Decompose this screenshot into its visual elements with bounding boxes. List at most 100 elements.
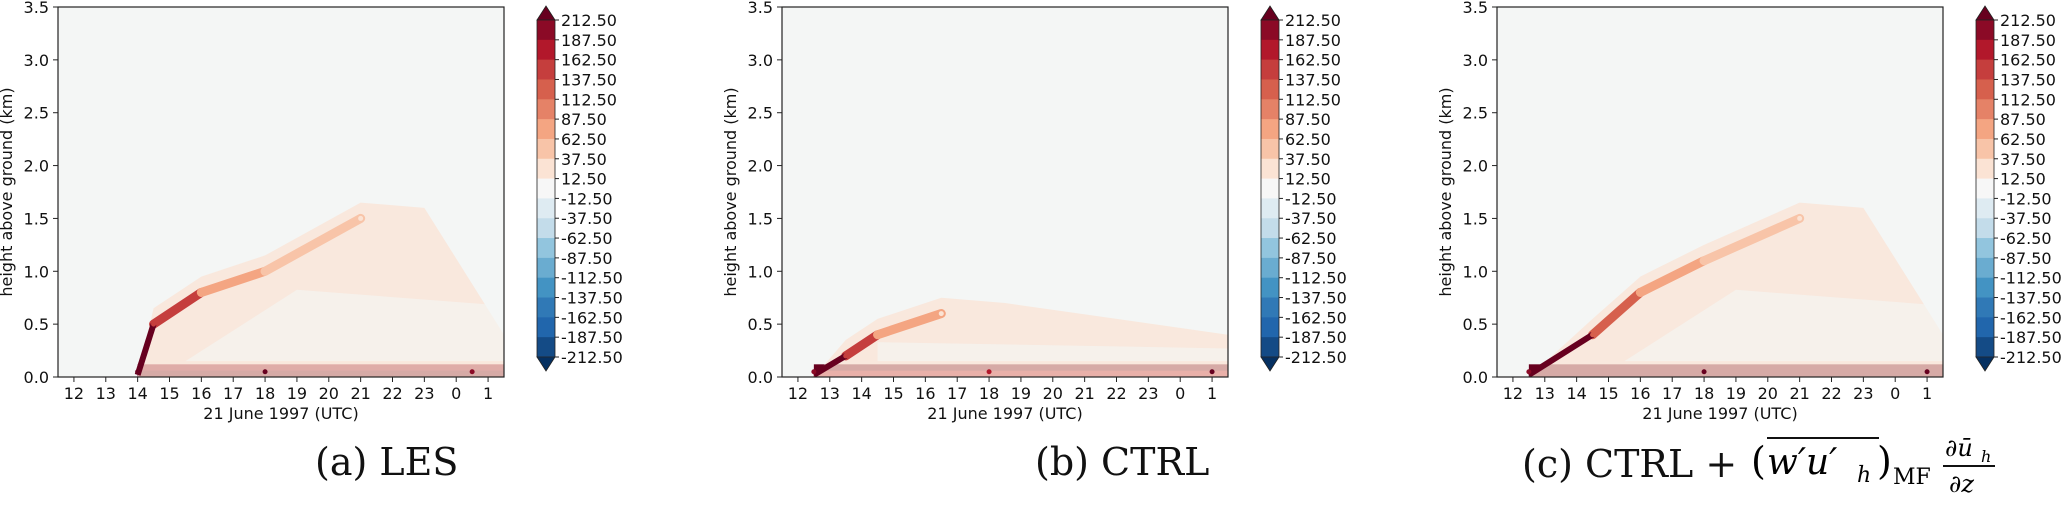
caption-c-formula: ( w′u′ h ) MF ∂ū h ∂z bbox=[1749, 428, 2067, 507]
colorbar-tick-label: -212.50 bbox=[2000, 348, 2062, 367]
panel-0: 0.0 0.5 1.0 1.5 2.0 2.5 3.0 3.5 12 13 14 15 16 17 18 19… bbox=[0, 0, 505, 423]
colorbar-tick-label: -212.50 bbox=[1285, 348, 1347, 367]
colorbar-tick-label: -62.50 bbox=[1285, 229, 1337, 248]
colorbar-tick-label: -137.50 bbox=[1285, 289, 1347, 308]
axes-frame bbox=[57, 6, 505, 378]
colorbar-tick-label: 87.50 bbox=[2000, 110, 2046, 129]
panel-1: 0.0 0.5 1.0 1.5 2.0 2.5 3.0 3.5 12 13 14 15 16 17 18 19… bbox=[721, 0, 1229, 423]
x-tick-label: 16 bbox=[1630, 384, 1650, 403]
x-tick-label: 17 bbox=[947, 384, 967, 403]
x-axis-label: 21 June 1997 (UTC) bbox=[927, 404, 1082, 423]
colorbar-band bbox=[1261, 99, 1279, 120]
colorbar-band bbox=[1261, 317, 1279, 338]
x-tick-label: 18 bbox=[979, 384, 999, 403]
colorbar-band bbox=[537, 238, 555, 259]
entrainment-segment bbox=[1588, 287, 1645, 340]
data-point bbox=[1526, 369, 1532, 375]
colorbar-tick-label: 187.50 bbox=[561, 31, 617, 50]
colorbar-band bbox=[1261, 79, 1279, 100]
x-tick-label: 20 bbox=[1758, 384, 1778, 403]
data-point bbox=[1209, 369, 1215, 375]
colorbar-tick-label: 137.50 bbox=[1285, 70, 1341, 89]
y-tick-label: 0.0 bbox=[24, 368, 49, 387]
colorbar-band bbox=[1976, 238, 1994, 259]
y-tick-label: 1.0 bbox=[1463, 262, 1488, 281]
colorbar-band bbox=[537, 317, 555, 338]
colorbar-band bbox=[537, 337, 555, 358]
x-tick-label: 0 bbox=[1175, 384, 1185, 403]
data-point bbox=[135, 369, 141, 375]
data-point bbox=[986, 369, 992, 375]
colorbar-extend-top bbox=[1260, 5, 1280, 21]
x-tick-label: 19 bbox=[287, 384, 307, 403]
colorbar-tick-label: -87.50 bbox=[2000, 249, 2052, 268]
svg-text:): ) bbox=[1877, 439, 1892, 483]
colorbar-tick-label: 162.50 bbox=[1285, 51, 1341, 70]
x-tick-label: 12 bbox=[788, 384, 808, 403]
colorbar-tick-label: -212.50 bbox=[561, 348, 623, 367]
y-tick-label: 2.5 bbox=[24, 104, 49, 123]
x-tick-label: 21 bbox=[1789, 384, 1809, 403]
data-point bbox=[1590, 332, 1596, 338]
colorbar-band bbox=[1976, 59, 1994, 80]
colorbar-tick-label: -62.50 bbox=[561, 229, 613, 248]
data-point bbox=[843, 353, 849, 359]
svg-text:h: h bbox=[1857, 463, 1871, 488]
y-tick-label: 2.0 bbox=[1463, 157, 1488, 176]
x-tick-label: 15 bbox=[883, 384, 903, 403]
colorbar-band bbox=[1261, 138, 1279, 160]
svg-text:h: h bbox=[1981, 447, 1991, 466]
caption-b: (b) CTRL bbox=[1035, 440, 1210, 484]
x-tick-label: 19 bbox=[1726, 384, 1746, 403]
x-tick-label: 22 bbox=[1821, 384, 1841, 403]
axes-frame bbox=[1496, 6, 1944, 378]
entrainment-segment bbox=[149, 287, 206, 329]
colorbar-tick-label: -162.50 bbox=[561, 308, 623, 327]
onset-segment bbox=[812, 353, 848, 377]
x-tick-label: 17 bbox=[1662, 384, 1682, 403]
colorbar-band bbox=[1261, 337, 1279, 358]
colorbar-tick-label: 187.50 bbox=[1285, 31, 1341, 50]
colorbar-band bbox=[1976, 79, 1994, 100]
colorbar-extend-top bbox=[536, 5, 556, 21]
colorbar-tick-label: 12.50 bbox=[2000, 170, 2046, 189]
colorbar-band bbox=[1261, 178, 1279, 199]
y-tick-label: 0.5 bbox=[1463, 315, 1488, 334]
colorbar-tick-label: -87.50 bbox=[561, 249, 613, 268]
colorbar-band bbox=[537, 39, 555, 61]
colorbar-band bbox=[1261, 198, 1279, 219]
colorbar-band bbox=[1976, 337, 1994, 358]
x-tick-label: 22 bbox=[1106, 384, 1126, 403]
x-tick-label: 1 bbox=[1207, 384, 1217, 403]
mixed-layer-interior bbox=[877, 342, 1228, 362]
data-point bbox=[1637, 289, 1643, 295]
data-point bbox=[1924, 369, 1930, 375]
colorbar-extend-bottom bbox=[1260, 356, 1280, 372]
x-tick-label: 13 bbox=[820, 384, 840, 403]
colorbar-tick-label: -12.50 bbox=[2000, 189, 2052, 208]
colorbar-tick-label: 37.50 bbox=[2000, 150, 2046, 169]
x-tick-label: 15 bbox=[1598, 384, 1618, 403]
colorbar-band bbox=[1976, 138, 1994, 160]
colorbar-band bbox=[1976, 218, 1994, 239]
colorbar-extend-bottom bbox=[1975, 356, 1995, 372]
colorbar-band bbox=[1261, 297, 1279, 318]
colorbar-band bbox=[1976, 20, 1994, 41]
x-tick-label: 20 bbox=[1043, 384, 1063, 403]
svg-text:(: ( bbox=[1751, 439, 1766, 483]
x-tick-label: 14 bbox=[1566, 384, 1586, 403]
colorbar-band bbox=[537, 99, 555, 120]
x-axis-label: 21 June 1997 (UTC) bbox=[203, 404, 358, 423]
colorbar-band bbox=[1976, 158, 1994, 180]
y-tick-label: 1.0 bbox=[748, 262, 773, 281]
colorbar-tick-label: 187.50 bbox=[2000, 31, 2056, 50]
x-tick-label: 13 bbox=[96, 384, 116, 403]
x-tick-label: 21 bbox=[350, 384, 370, 403]
colorbar-band bbox=[1976, 297, 1994, 318]
colorbar-band bbox=[537, 20, 555, 41]
y-tick-label: 2.0 bbox=[748, 157, 773, 176]
colorbar-tick-label: -187.50 bbox=[2000, 328, 2062, 347]
y-tick-label: 0.5 bbox=[24, 315, 49, 334]
x-tick-label: 14 bbox=[127, 384, 147, 403]
y-tick-label: 3.5 bbox=[1463, 0, 1488, 17]
